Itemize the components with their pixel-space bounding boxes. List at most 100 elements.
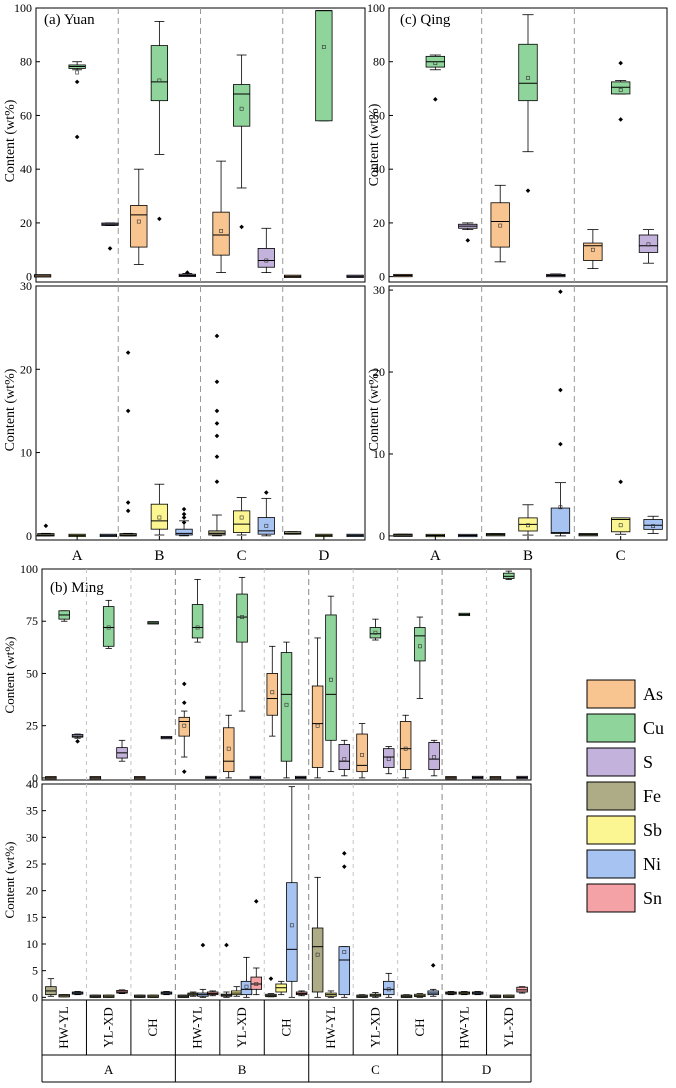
qing-panel1-box5-Ni-outlier-1: [558, 387, 563, 393]
legend: As Cu S Fe Sb Ni Sn: [586, 679, 664, 913]
legend-swatch-As: [586, 679, 636, 709]
ming-panel1-ytick-label-7: 35: [26, 804, 38, 818]
ming-panel1-ytick-label-8: 40: [26, 777, 38, 791]
yuan-group-label-0: A: [72, 548, 83, 564]
yuan-panel1-ytick-label-3: 30: [20, 279, 32, 293]
qing-panel0-box3-As-box: [490, 202, 510, 248]
legend-label-Sb: Sb: [643, 820, 662, 840]
qing-panel0-box4-Cu-mean: [526, 75, 530, 80]
ming-panel0-ytick-label-3: 75: [26, 614, 38, 628]
yuan-panel1-box4-Sb-mean: [157, 515, 162, 520]
ming-panel1-box16-Sn-box: [250, 976, 263, 990]
ming-title: (b) Ming: [50, 580, 104, 596]
qing-panel0-box4-Cu-outlier-0: [525, 188, 531, 193]
ming-panel0-ytick-label-4: 100: [20, 562, 38, 576]
qing-panel0-box7-Cu-outlier-1: [618, 117, 623, 122]
qing-panel1-ytick-label-0: 0: [379, 529, 385, 543]
ming-panel1-box23-Ni-outlier-0: [341, 851, 347, 856]
qing-panel0-ytick-label-1: 20: [373, 216, 385, 230]
qing-panel0-box6-As-mean: [590, 247, 595, 252]
yuan-group-label-1: B: [154, 548, 164, 564]
qing-ylabel-bottom: Content (wt%): [367, 368, 382, 451]
yuan-panel0-ytick-label-2: 40: [20, 162, 32, 176]
ming-panel0-box9-As-outlier-1: [181, 700, 187, 706]
ming-panel1-frame: [41, 783, 532, 1001]
qing-group-label-2: C: [616, 548, 626, 564]
ming-group-label-1: B: [238, 1062, 247, 1077]
yuan-panel1-box5-Ni-box: [175, 528, 193, 536]
qing-panel1-box5-Ni-outlier-2: [558, 441, 563, 447]
ming-group-label-0: A: [104, 1062, 114, 1077]
yuan-group-label-2: C: [237, 548, 247, 564]
yuan-panel1-box3-Fe-outlier-1: [125, 350, 131, 355]
yuan-panel0-box6-As-mean: [219, 229, 223, 233]
yuan-panel0-ytick-label-0: 0: [26, 270, 32, 284]
yuan-ylabel-top: Content (wt%): [3, 99, 18, 182]
ming-panel1-box19-Ni-mean: [289, 923, 294, 928]
ming-panel1-box13-Fe-outlier-0: [224, 942, 229, 948]
legend-swatch-Sb: [586, 815, 636, 845]
qing-panel0-box1-Cu-mean: [433, 61, 438, 65]
yuan-panel0-box1-Cu-mean: [75, 70, 80, 75]
yuan-panel1-box3-Fe-outlier-2: [125, 500, 131, 505]
legend-swatch-Fe: [586, 781, 636, 811]
yuan-panel0-box7-Cu-outlier-0: [239, 224, 244, 230]
qing-chart: (c) Qing Content (wt%) Content (wt%) 0 20…: [367, 1, 668, 564]
legend-label-As: As: [643, 684, 663, 704]
yuan-panel1-box8-Ni-outlier-0: [264, 490, 269, 495]
ming-panel0-box15-As-box: [266, 673, 279, 716]
ming-panel0-box15-As-mean: [270, 690, 275, 695]
yuan-panel0-box3-As-mean: [136, 219, 141, 224]
qing-panel1-box7-Sb-box: [611, 517, 631, 533]
ming-panel1-ytick-label-2: 10: [26, 937, 38, 951]
qing-panel1-frame: [388, 285, 668, 541]
ming-panel0-box16-Cu-mean: [284, 702, 289, 707]
qing-panel0-box6-As-box: [583, 242, 603, 261]
ming-panel1-ytick-label-0: 0: [32, 990, 38, 1004]
yuan-panel1-box6-Fe-outlier-1: [214, 379, 220, 385]
ming-panel0-box19-Cu-mean: [329, 677, 333, 682]
ming-panel0-box21-As-box: [356, 733, 368, 773]
ming-panel1-ytick-label-3: 15: [26, 910, 38, 924]
ming-panel0-ytick-label-2: 50: [26, 666, 38, 680]
ming-panel0-box20-S-mean: [342, 757, 347, 762]
legend-label-S: S: [643, 752, 653, 772]
yuan-title: (a) Yuan: [44, 12, 95, 28]
ming-panel0-box10-Cu-box: [191, 604, 204, 639]
ming-panel0-box23-S-box: [383, 748, 395, 768]
qing-panel1-box5-Ni-box: [550, 507, 571, 534]
yuan-panel0-box4-Cu-box: [150, 45, 168, 102]
ming-panel0-box4-Cu-mean: [106, 625, 111, 630]
qing-panel0-box7-Cu-outlier-0: [618, 60, 623, 66]
ming-panel1-box11-Ni-outlier-0: [200, 942, 206, 948]
ming-ylabel-bottom: Content (wt%): [2, 842, 17, 919]
ming-panel0-box22-Cu-mean: [373, 630, 378, 635]
ming-panel0-ytick-label-1: 25: [26, 719, 38, 733]
qing-panel0-box8-S-mean: [646, 242, 651, 247]
qing-panel0-box4-Cu-box: [518, 43, 538, 102]
yuan-panel0-box2-S-outlier-0: [107, 246, 113, 251]
ming-panel1-ytick-label-4: 20: [26, 884, 38, 898]
yuan-panel1-box4-Sb-box: [150, 503, 168, 530]
yuan-panel1-box6-Fe-outlier-6: [214, 479, 220, 485]
ming-panel0-box12-As-box: [222, 727, 235, 773]
ming-panel0-box26-S-mean: [432, 755, 436, 759]
qing-panel0-ytick-label-2: 40: [373, 162, 385, 176]
yuan-panel0-box5-S-outlier-0: [185, 270, 190, 275]
ming-panel1-box26-Ni-mean: [386, 987, 391, 992]
yuan-panel1-box0-Fe-outlier-0: [43, 523, 49, 529]
ming-panel0-box9-As-outlier-0: [181, 681, 187, 687]
yuan-panel0-box7-Cu-mean: [239, 106, 244, 111]
yuan-panel0-box6-As-box: [212, 211, 230, 256]
ming-panel0-box18-As-box: [311, 685, 324, 768]
qing-ylabel-top: Content (wt%): [367, 103, 382, 186]
ming-panel0-box26-S-box: [428, 741, 440, 770]
yuan-panel0-box1-Cu-outlier-0: [74, 134, 80, 140]
ming-group-label-3: D: [482, 1062, 491, 1077]
qing-panel1-box7-Sb-mean: [618, 523, 623, 528]
ming-panel1-box21-Fe-box: [311, 927, 324, 993]
ming-panel0-box13-Cu-mean: [240, 615, 244, 619]
ming-panel1-box16-Sn-outlier-0: [253, 899, 259, 904]
ming-panel0-box23-S-mean: [386, 757, 391, 762]
yuan-panel0-box7-Cu-box: [232, 84, 251, 127]
